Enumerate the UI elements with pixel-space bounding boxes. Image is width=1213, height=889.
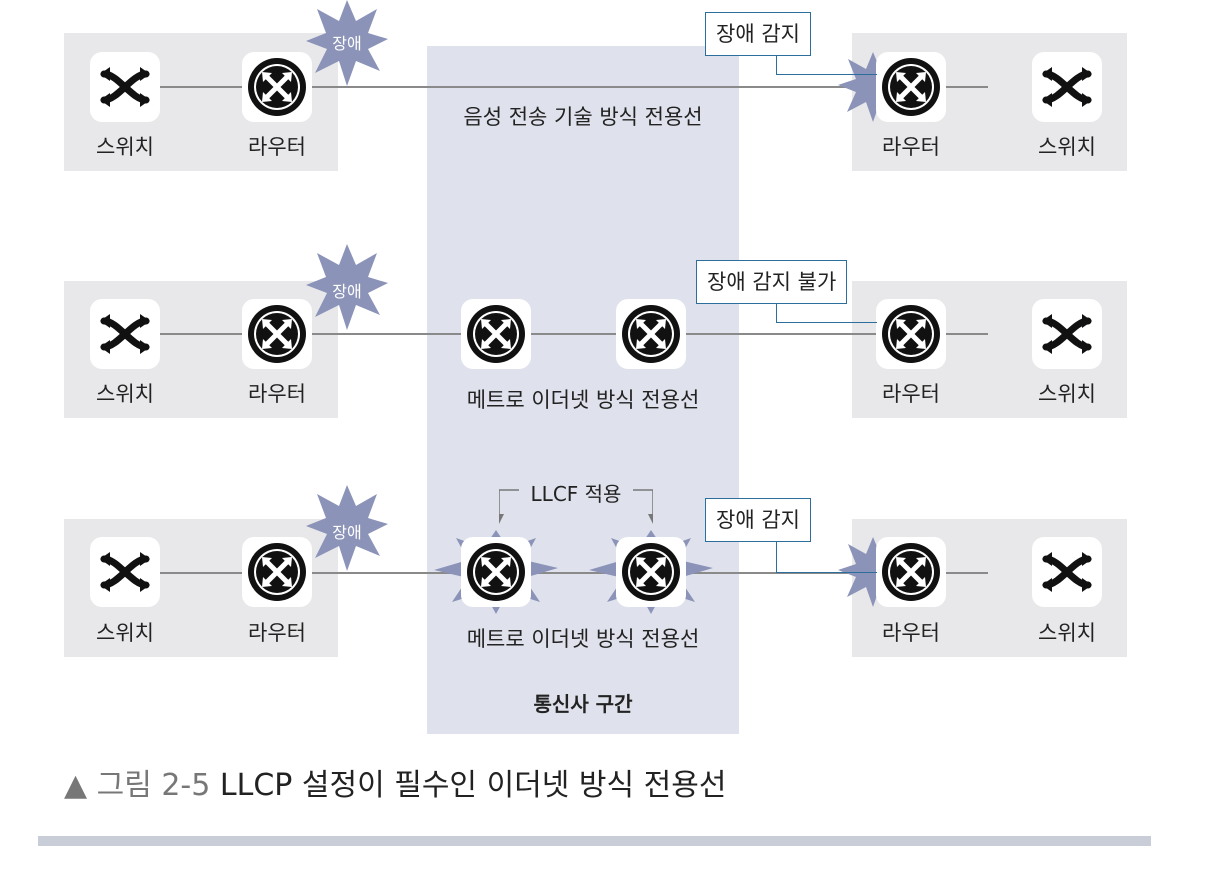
fault-label: 장애 [332,34,362,53]
fault-burst-icon [306,244,388,330]
fault-label: 장애 [332,282,362,301]
router-label: 라우터 [248,382,306,406]
switch-icon [88,535,162,609]
switch-label: 스위치 [1038,621,1096,645]
router-icon [240,297,314,371]
line-type-label: 음성 전송 기술 방식 전용선 [463,105,703,129]
callout-fault-detected: 장애 감지 [705,498,811,542]
switch-label: 스위치 [96,382,154,406]
line-type-label: 메트로 이더넷 방식 전용선 [466,627,700,651]
switch-label: 스위치 [96,135,154,159]
switch-label: 스위치 [96,621,154,645]
divider [38,836,1151,846]
router-icon [459,297,533,371]
router-icon [614,297,688,371]
router-label: 라우터 [248,135,306,159]
callout-fault-detected: 장애 감지 [705,12,811,56]
switch-label: 스위치 [1038,135,1096,159]
link-line [138,86,988,88]
figure-number: ▲ 그림 2-5 [64,768,211,803]
link-line [138,333,988,335]
llcf-label: LLCF 적용 [519,478,633,507]
router-label: 라우터 [248,621,306,645]
callout-leader [776,302,877,323]
carrier-section [427,46,739,734]
router-icon [874,535,948,609]
router-icon [874,50,948,124]
callout-fault-undetected: 장애 감지 불가 [696,260,848,304]
callout-leader [776,54,877,75]
router-label: 라우터 [882,135,940,159]
fault-burst-icon [306,0,388,86]
fault-burst-icon [306,485,388,571]
router-icon [459,535,533,609]
switch-label: 스위치 [1038,382,1096,406]
switch-icon [1030,297,1104,371]
line-type-label: 메트로 이더넷 방식 전용선 [466,388,700,412]
carrier-section-title: 통신사 구간 [533,692,633,716]
switch-icon [88,50,162,124]
router-icon [240,535,314,609]
router-label: 라우터 [882,621,940,645]
figure-caption: ▲ 그림 2-5 LLCP 설정이 필수인 이더넷 방식 전용선 [64,760,726,804]
router-icon [874,297,948,371]
figure-title: LLCP 설정이 필수인 이더넷 방식 전용선 [219,768,727,803]
switch-icon [1030,50,1104,124]
switch-icon [1030,535,1104,609]
callout-leader [776,540,877,573]
router-icon [240,50,314,124]
llcf-bracket-arrows [499,489,653,524]
fault-label: 장애 [332,523,362,542]
router-label: 라우터 [882,382,940,406]
switch-icon [88,297,162,371]
link-line [138,572,988,574]
router-icon [614,535,688,609]
